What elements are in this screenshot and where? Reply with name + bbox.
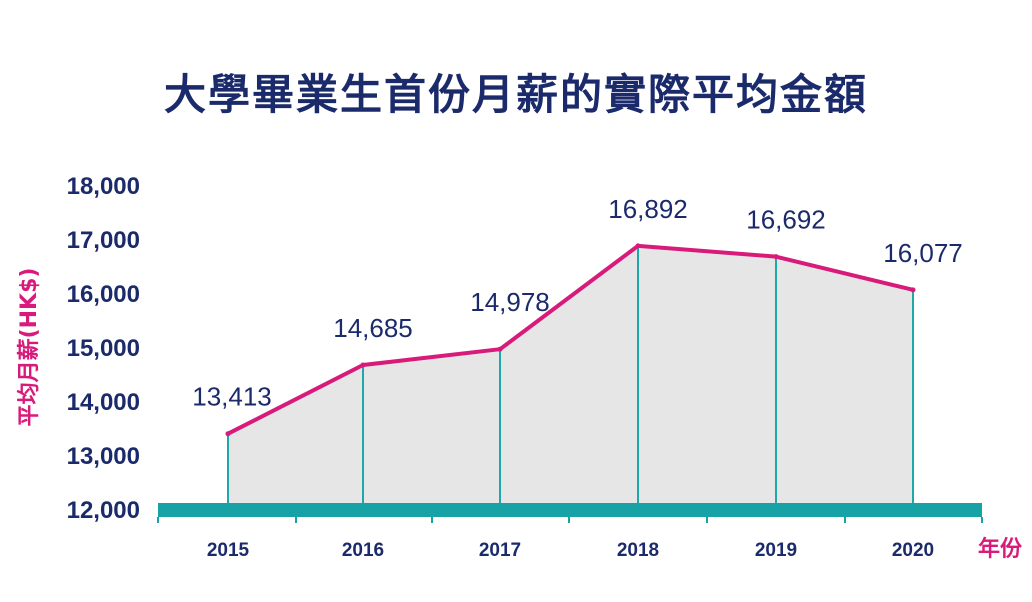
y-axis-label: 平均月薪(HK$): [16, 268, 42, 427]
data-point-2019: [773, 254, 779, 260]
data-labels: 13,413 14,685 14,978 16,892 16,692 16,077: [192, 194, 963, 412]
x-axis-label: 年份: [978, 536, 1023, 562]
data-point-2020: [910, 287, 916, 293]
series-line: [226, 243, 915, 436]
data-point-2017: [497, 346, 503, 352]
y-tick-label: 14,000: [67, 389, 140, 416]
x-tick-label: 2017: [479, 540, 521, 561]
data-label-2019: 16,692: [746, 205, 826, 235]
series-line-layer: [225, 243, 916, 437]
x-axis-ticks: 2015 2016 2017 2018 2019 2020: [207, 540, 934, 561]
chart-title: 大學畢業生首份月薪的實際平均金額: [163, 70, 868, 119]
x-tick-label: 2016: [342, 540, 384, 561]
data-label-2018: 16,892: [608, 194, 688, 224]
y-tick-label: 17,000: [67, 227, 140, 254]
area-layer: [228, 245, 913, 510]
data-label-2015: 13,413: [192, 382, 272, 412]
y-tick-label: 15,000: [67, 335, 140, 362]
y-tick-label: 18,000: [67, 173, 140, 200]
x-tick-label: 2019: [755, 540, 797, 561]
x-tick-label: 2015: [207, 540, 250, 561]
data-point-2015: [225, 431, 231, 437]
data-label-2017: 14,978: [470, 287, 550, 317]
y-tick-label: 13,000: [67, 443, 140, 470]
data-point-2018: [635, 243, 641, 249]
y-axis-ticks: 12,000 13,000 14,000 15,000 16,000 17,000 18,0…: [67, 173, 140, 524]
drop-lines: [227, 245, 914, 510]
x-tick-label: 2018: [617, 540, 659, 561]
area-fill: [228, 245, 913, 510]
data-label-2016: 14,685: [333, 313, 413, 343]
y-tick-label: 12,000: [67, 497, 140, 524]
y-tick-label: 16,000: [67, 281, 140, 308]
x-axis-baseline: [157, 503, 983, 523]
baseline-bar: [158, 503, 982, 517]
data-label-2020: 16,077: [883, 238, 963, 268]
data-point-2016: [360, 362, 366, 368]
x-tick-label: 2020: [892, 540, 934, 561]
